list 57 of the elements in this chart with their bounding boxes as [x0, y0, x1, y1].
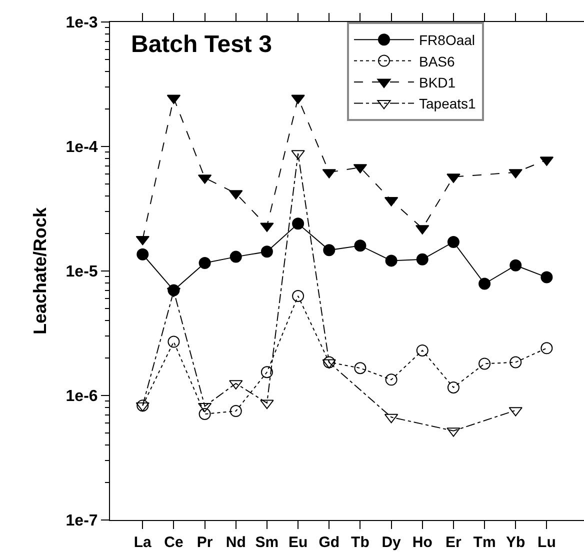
point [230, 250, 242, 263]
x-tick-label: Dy [382, 534, 402, 551]
x-tick-label: Tb [351, 534, 370, 551]
x-tick-label: Ce [164, 534, 184, 551]
point [198, 256, 211, 269]
x-tick-label: Lu [538, 534, 556, 551]
point [136, 400, 149, 412]
y-axis-title: Leachate/Rock [30, 206, 50, 335]
point [260, 400, 274, 410]
x-tick-label: Ho [412, 534, 432, 551]
point [291, 94, 305, 104]
x-tick-label: Tm [473, 534, 496, 551]
y-tick-label: 1e-4 [66, 139, 98, 156]
point [416, 344, 428, 356]
point [447, 381, 460, 394]
legend-label: Tapeats1 [419, 96, 476, 112]
x-tick-label: Eu [288, 534, 308, 551]
x-tick-label: Gd [318, 534, 340, 551]
chart-title: Batch Test 3 [131, 31, 272, 58]
x-tick-label: Yb [506, 534, 526, 551]
point [385, 374, 398, 386]
point [136, 402, 150, 412]
point [447, 236, 460, 248]
legend-label: FR8Oaal [419, 32, 476, 48]
y-tick-label: 1e-6 [66, 388, 98, 406]
point [260, 246, 273, 258]
point [198, 408, 211, 420]
point [136, 248, 149, 260]
legend-label: BAS6 [419, 53, 456, 70]
point [323, 356, 336, 368]
point [292, 218, 304, 230]
point [168, 336, 180, 348]
point [230, 405, 242, 418]
point [354, 240, 366, 252]
point [322, 359, 336, 369]
point [385, 254, 398, 267]
point [540, 271, 553, 284]
point [416, 253, 428, 266]
y-tick-label: 1e-3 [66, 14, 98, 32]
y-tick-label: 1e-7 [66, 512, 98, 530]
legend-label: BKD1 [419, 74, 456, 90]
point [540, 342, 553, 354]
x-tick-label: Er [446, 534, 462, 551]
x-tick-label: La [134, 534, 152, 551]
x-tick-label: Pr [196, 534, 213, 551]
point [136, 236, 150, 246]
point [354, 362, 366, 374]
point [292, 290, 304, 302]
point [478, 358, 491, 370]
point [510, 259, 522, 272]
x-tick-label: Nd [226, 534, 246, 551]
x-tick-label: Sm [255, 534, 279, 551]
point [323, 244, 336, 256]
point [260, 366, 273, 378]
y-tick-label: 1e-5 [66, 264, 98, 281]
point [478, 278, 491, 290]
point [510, 356, 522, 368]
